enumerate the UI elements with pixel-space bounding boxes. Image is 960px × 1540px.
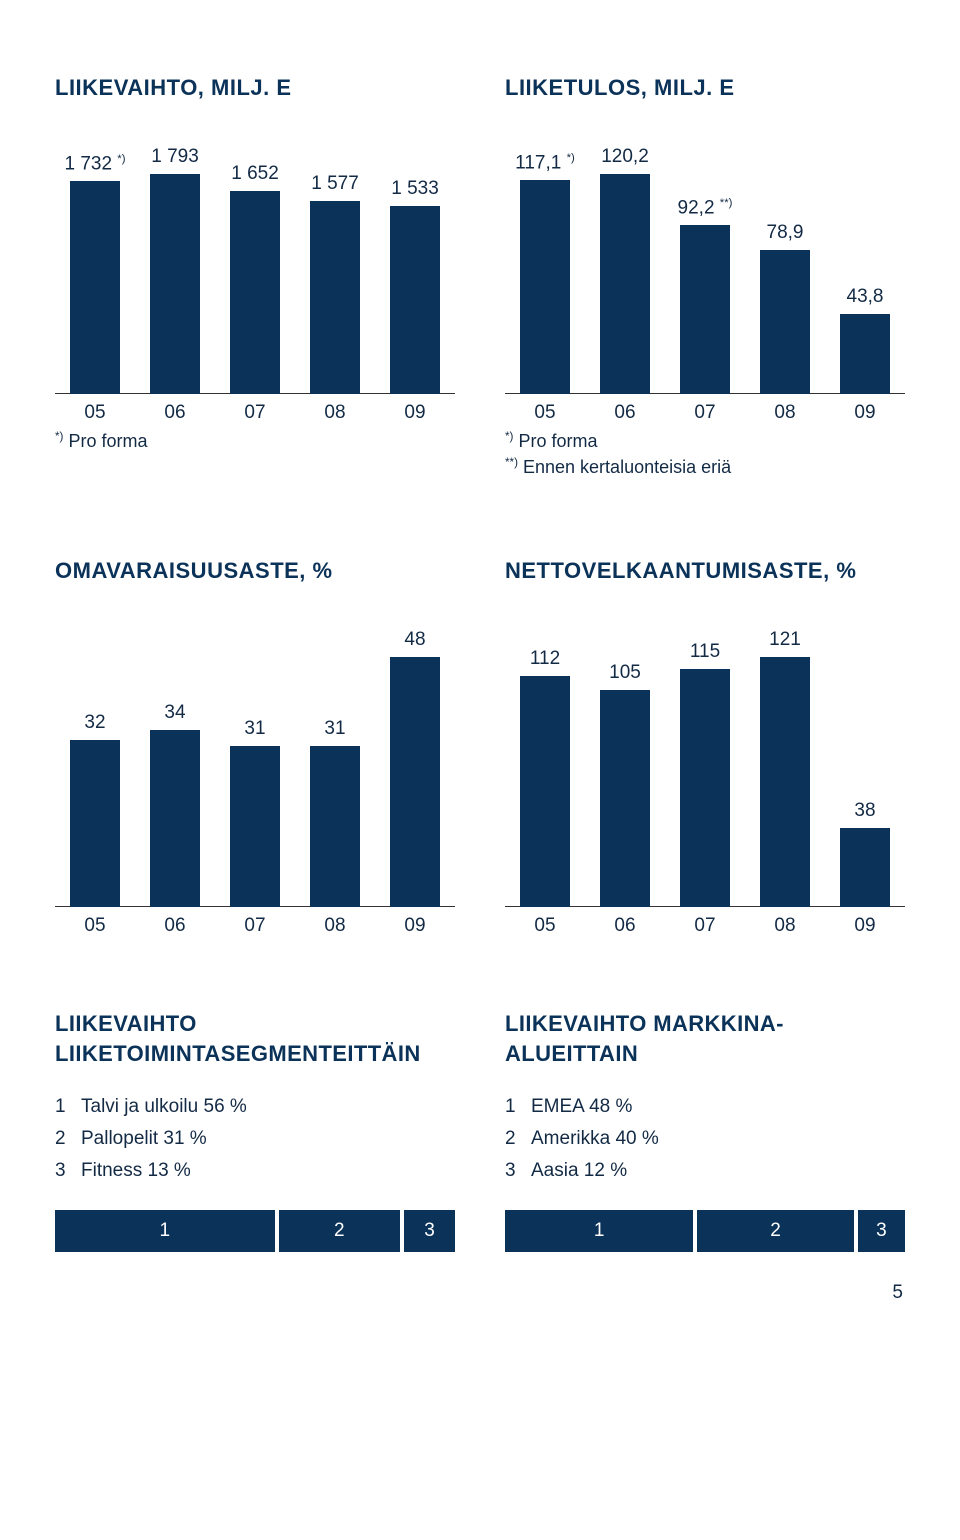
bar-value: 115: [690, 641, 720, 663]
bar-value: 1 793: [151, 146, 199, 168]
bar: [150, 174, 200, 394]
bar-value: 38: [854, 800, 875, 822]
stacked-bar: 123: [505, 1210, 905, 1252]
chart-liikevaihto: LIIKEVAIHTO, MILJ. E 1 732 *) 1 793 1 652 1 …: [55, 75, 455, 478]
stacked-segment: 1: [55, 1210, 275, 1252]
bar: [680, 225, 730, 394]
legend-item: 1Talvi ja ulkoilu 56 %: [55, 1096, 455, 1118]
chart-note: *) Pro forma: [505, 430, 905, 452]
chart-note: **) Ennen kertaluonteisia eriä: [505, 456, 905, 478]
bar: [760, 250, 810, 394]
x-label: 06: [585, 915, 665, 937]
stacked-segment: 2: [279, 1210, 401, 1252]
bar-value: 48: [404, 629, 425, 651]
bar: [390, 206, 440, 394]
legend-item: 3Aasia 12 %: [505, 1160, 905, 1182]
page-number: 5: [55, 1282, 905, 1304]
chart-title: LIIKEVAIHTO, MILJ. E: [55, 75, 455, 101]
stacked-segment: 1: [505, 1210, 693, 1252]
x-label: 05: [505, 402, 585, 424]
legend-item: 1EMEA 48 %: [505, 1096, 905, 1118]
bar: [390, 657, 440, 907]
bar-value: 34: [164, 702, 185, 724]
x-label: 08: [745, 402, 825, 424]
x-label: 07: [215, 402, 295, 424]
bar: [310, 201, 360, 394]
bar-value: 31: [324, 718, 345, 740]
stacked-segment: 3: [858, 1210, 905, 1252]
stacked-segment: 2: [697, 1210, 854, 1252]
bar-value: 92,2 **): [678, 197, 733, 219]
bar-value: 1 533: [391, 178, 439, 200]
bar: [760, 657, 810, 907]
stacked-markets: LIIKEVAIHTO MARKKINA-ALUEITTAIN 1EMEA 48 …: [505, 1009, 905, 1252]
bar: [600, 690, 650, 907]
bar-value: 1 577: [311, 173, 359, 195]
x-label: 06: [135, 402, 215, 424]
bar: [840, 828, 890, 907]
chart-omavaraisuus: OMAVARAISUUSASTE, %32343131480506070809: [55, 558, 455, 929]
x-label: 05: [55, 402, 135, 424]
bar-value: 1 652: [231, 163, 279, 185]
bar: [310, 746, 360, 907]
chart-liiketulos: LIIKETULOS, MILJ. E 117,1 *) 120,2 92,2 **)…: [505, 75, 905, 478]
x-label: 09: [375, 915, 455, 937]
bar-value: 43,8: [847, 286, 884, 308]
bar: [840, 314, 890, 394]
x-label: 05: [55, 915, 135, 937]
legend-item: 2Pallopelit 31 %: [55, 1128, 455, 1150]
x-label: 08: [295, 915, 375, 937]
chart-note: *) Pro forma: [55, 430, 455, 452]
stacked-bar: 123: [55, 1210, 455, 1252]
bar-value: 32: [84, 712, 105, 734]
stacked-segment: 3: [404, 1210, 455, 1252]
bar-value: 1 732 *): [64, 153, 125, 175]
chart-nettovelkaantumis: NETTOVELKAANTUMISASTE, %1121051151213805…: [505, 558, 905, 929]
bar: [600, 174, 650, 394]
x-label: 06: [135, 915, 215, 937]
bar-value: 120,2: [601, 146, 649, 168]
x-label: 09: [825, 402, 905, 424]
section-title: LIIKEVAIHTO MARKKINA-ALUEITTAIN: [505, 1009, 905, 1071]
bar: [680, 669, 730, 907]
x-label: 08: [295, 402, 375, 424]
bar-value: 78,9: [767, 222, 804, 244]
x-label: 07: [215, 915, 295, 937]
bar-value: 31: [244, 718, 265, 740]
bar: [150, 730, 200, 907]
bar: [230, 191, 280, 394]
legend-item: 2Amerikka 40 %: [505, 1128, 905, 1150]
x-label: 07: [665, 402, 745, 424]
bar: [70, 740, 120, 907]
stacked-segments: LIIKEVAIHTO LIIKETOIMINTASEGMENTEITTÄIN 1…: [55, 1009, 455, 1252]
bar: [520, 676, 570, 907]
chart-title: LIIKETULOS, MILJ. E: [505, 75, 905, 101]
bar-value: 112: [530, 648, 560, 670]
x-label: 09: [825, 915, 905, 937]
bar: [70, 181, 120, 394]
bar-value: 105: [609, 662, 641, 684]
chart-title: OMAVARAISUUSASTE, %: [55, 558, 455, 584]
x-label: 09: [375, 402, 455, 424]
legend-item: 3Fitness 13 %: [55, 1160, 455, 1182]
bar: [520, 180, 570, 394]
x-label: 05: [505, 915, 585, 937]
x-label: 07: [665, 915, 745, 937]
x-label: 08: [745, 915, 825, 937]
section-title: LIIKEVAIHTO LIIKETOIMINTASEGMENTEITTÄIN: [55, 1009, 455, 1071]
x-label: 06: [585, 402, 665, 424]
bar-value: 121: [769, 629, 801, 651]
bar: [230, 746, 280, 907]
chart-title: NETTOVELKAANTUMISASTE, %: [505, 558, 905, 584]
bar-value: 117,1 *): [515, 152, 575, 174]
